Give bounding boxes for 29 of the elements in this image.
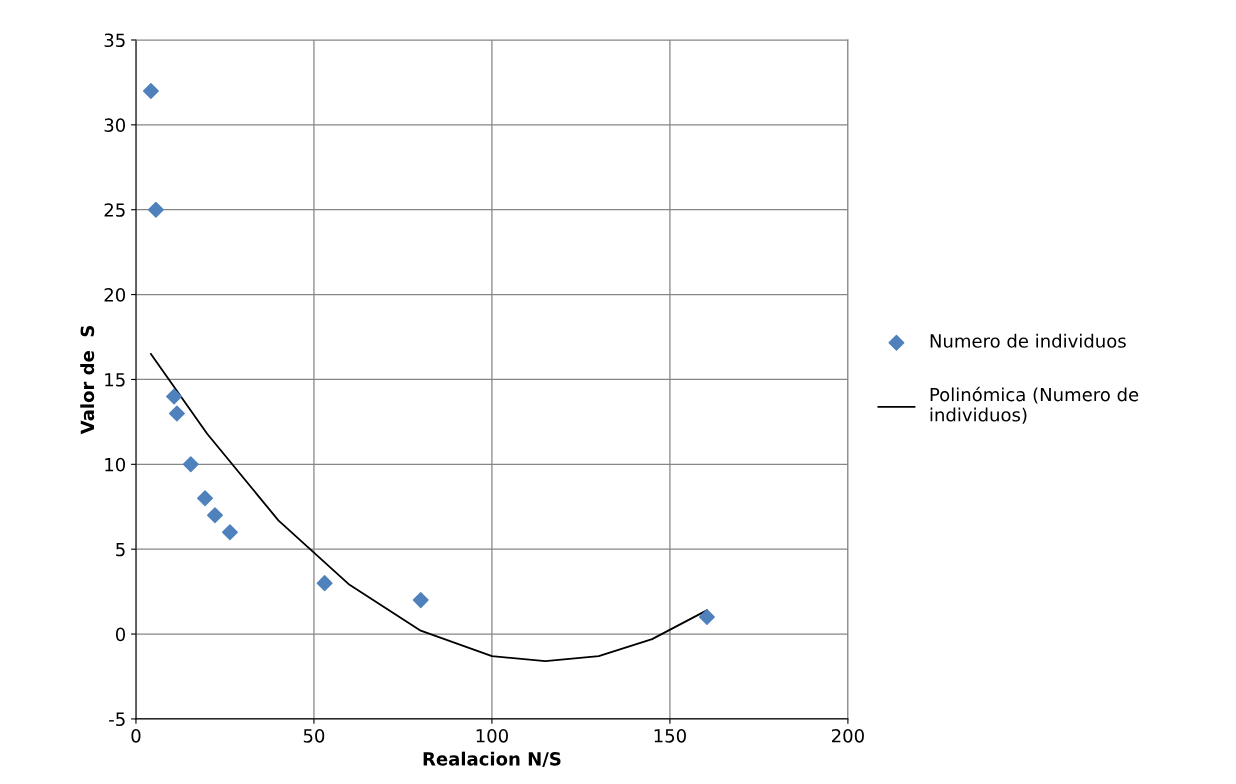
point: [207, 507, 223, 524]
point: [316, 575, 333, 592]
point: [412, 592, 429, 609]
y-tick-label: -5: [109, 712, 125, 727]
y-tick-label: 20: [104, 288, 126, 302]
y-tick-label: 35: [104, 33, 125, 48]
x-tick-label: 150: [654, 728, 686, 743]
point: [197, 490, 213, 507]
point: [166, 388, 183, 405]
y-tick-label: 5: [116, 542, 125, 557]
x-tick-label: 50: [303, 728, 325, 743]
x-axis-title: Realacion N/S: [423, 751, 561, 768]
y-tick-label: 30: [104, 118, 126, 132]
point: [168, 405, 185, 422]
legend-label: Polinómica (Numero de individuos): [930, 386, 1139, 424]
point: [147, 201, 164, 218]
legend-label: Numero de individuos: [930, 333, 1126, 348]
y-tick-label: 10: [105, 457, 126, 472]
point: [142, 82, 159, 99]
point: [221, 524, 238, 541]
point: [698, 609, 715, 626]
y-tick-label: 0: [115, 627, 126, 642]
x-tick-label: 100: [476, 728, 508, 743]
x-tick-label: 200: [831, 728, 864, 743]
y-tick-label: 15: [105, 373, 125, 387]
y-tick-label: 25: [104, 203, 125, 217]
point: [182, 456, 199, 473]
y-axis-title: Valor de S: [80, 325, 95, 435]
x-tick-label: 0: [131, 728, 141, 743]
